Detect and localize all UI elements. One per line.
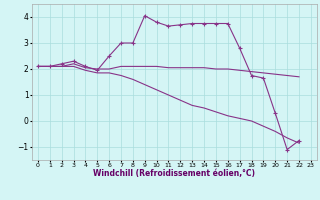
X-axis label: Windchill (Refroidissement éolien,°C): Windchill (Refroidissement éolien,°C) [93,169,255,178]
